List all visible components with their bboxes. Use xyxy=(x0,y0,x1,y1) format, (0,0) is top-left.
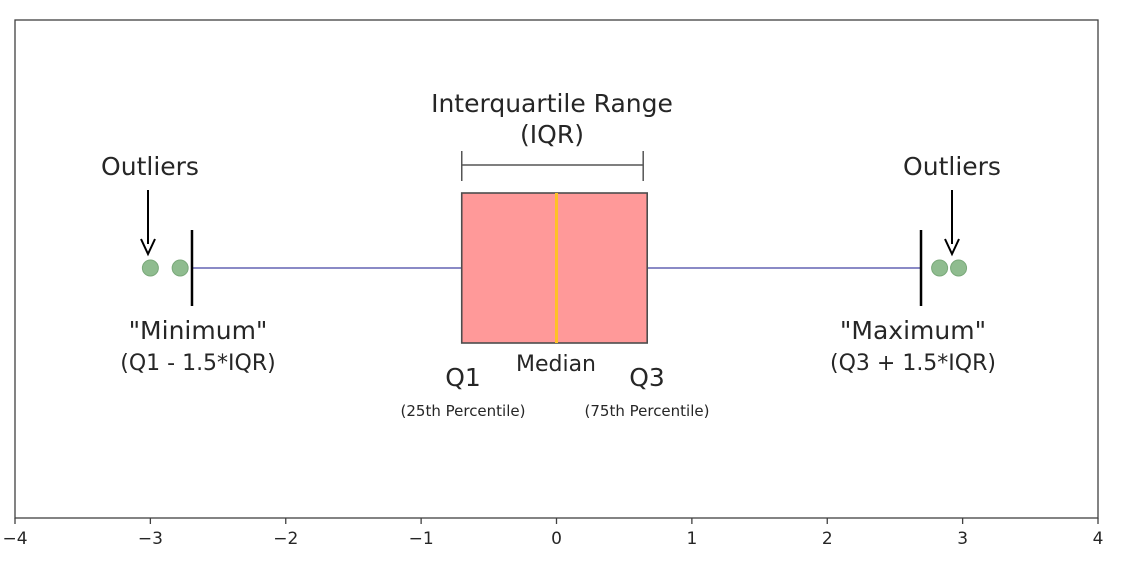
q1-label: Q1 xyxy=(445,363,481,392)
outlier-point xyxy=(141,259,159,277)
maximum-label: "Maximum" xyxy=(840,316,986,345)
x-tick-label: −1 xyxy=(409,529,434,549)
iqr-box xyxy=(460,192,649,344)
outlier-point xyxy=(931,259,949,277)
q3-label: Q3 xyxy=(629,363,665,392)
outlier-point xyxy=(950,259,968,277)
q3-sub-label: (75th Percentile) xyxy=(585,402,710,420)
x-tick-label: 0 xyxy=(551,529,562,549)
iqr-bracket xyxy=(460,151,644,181)
iqr-abbr: (IQR) xyxy=(520,120,584,149)
x-tick-label: −4 xyxy=(2,529,27,549)
outliers xyxy=(141,259,968,277)
x-axis: −4 −3 −2 −1 0 1 2 3 4 xyxy=(2,518,1103,549)
outliers-label-left: Outliers xyxy=(101,152,199,181)
x-tick-label: 3 xyxy=(957,529,968,549)
q1-sub-label: (25th Percentile) xyxy=(401,402,526,420)
outlier-arrow-left xyxy=(140,190,156,257)
outlier-point xyxy=(171,259,189,277)
x-tick-label: −3 xyxy=(138,529,163,549)
minimum-formula: (Q1 - 1.5*IQR) xyxy=(120,351,275,376)
minimum-label: "Minimum" xyxy=(129,316,268,345)
x-tick-label: 4 xyxy=(1093,529,1104,549)
outliers-label-right: Outliers xyxy=(903,152,1001,181)
outlier-arrow-right xyxy=(944,190,960,257)
x-tick-label: −2 xyxy=(273,529,298,549)
iqr-title: Interquartile Range xyxy=(431,89,673,118)
x-tick-label: 1 xyxy=(686,529,697,549)
x-tick-label: 2 xyxy=(822,529,833,549)
maximum-formula: (Q3 + 1.5*IQR) xyxy=(830,351,996,376)
median-label: Median xyxy=(516,352,596,377)
